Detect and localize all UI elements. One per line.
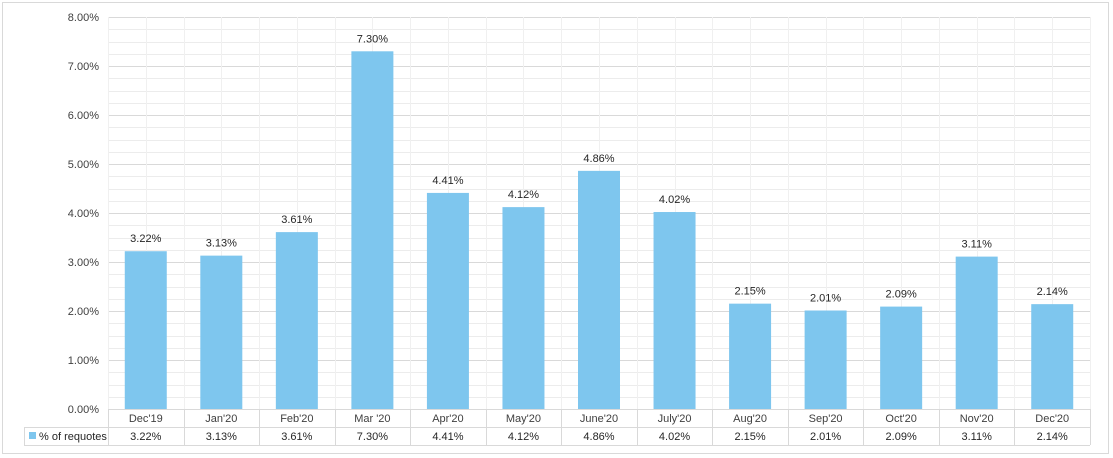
data-label: 3.13% bbox=[206, 238, 237, 250]
data-label: 3.22% bbox=[130, 233, 161, 245]
y-tick-label: 0.00% bbox=[68, 404, 99, 416]
table-value: 3.61% bbox=[281, 431, 312, 443]
x-tick-label: July'20 bbox=[658, 413, 692, 425]
x-tick-label: Sep'20 bbox=[809, 413, 843, 425]
y-tick-label: 8.00% bbox=[68, 12, 99, 24]
x-tick-label: Mar '20 bbox=[354, 413, 390, 425]
y-tick-label: 1.00% bbox=[68, 355, 99, 367]
data-label: 2.09% bbox=[886, 289, 917, 301]
legend-label: % of requotes bbox=[39, 431, 107, 443]
bar bbox=[1031, 304, 1074, 409]
x-tick-label: Dec'19 bbox=[129, 413, 163, 425]
data-label: 3.11% bbox=[962, 239, 993, 251]
bar bbox=[804, 310, 847, 409]
data-label: 7.30% bbox=[357, 33, 388, 45]
bar bbox=[880, 306, 923, 409]
x-tick-label: June'20 bbox=[580, 413, 618, 425]
y-tick-label: 2.00% bbox=[68, 306, 99, 318]
data-label: 2.01% bbox=[810, 293, 841, 305]
legend-key bbox=[29, 432, 36, 439]
bar bbox=[653, 212, 696, 409]
data-label: 4.41% bbox=[432, 175, 463, 187]
data-label: 3.61% bbox=[281, 214, 312, 226]
x-tick-label: Jan'20 bbox=[205, 413, 237, 425]
table-value: 3.13% bbox=[206, 431, 237, 443]
table-value: 3.22% bbox=[130, 431, 161, 443]
table-value: 4.41% bbox=[432, 431, 463, 443]
bar bbox=[124, 251, 167, 409]
bar bbox=[426, 192, 469, 409]
y-tick-label: 7.00% bbox=[68, 61, 99, 73]
y-tick-label: 6.00% bbox=[68, 110, 99, 122]
x-tick-label: Apr'20 bbox=[432, 413, 463, 425]
bar bbox=[578, 170, 620, 409]
x-tick-label: Oct'20 bbox=[885, 413, 916, 425]
bar bbox=[351, 51, 394, 410]
table-value: 2.15% bbox=[734, 431, 765, 443]
x-tick-label: Dec'20 bbox=[1035, 413, 1069, 425]
table-value: 3.11% bbox=[962, 431, 993, 443]
table-value: 7.30% bbox=[357, 431, 388, 443]
bar bbox=[729, 303, 772, 409]
data-label: 2.14% bbox=[1037, 286, 1068, 298]
bar bbox=[502, 207, 545, 409]
y-tick-label: 3.00% bbox=[68, 257, 99, 269]
table-value: 2.14% bbox=[1037, 431, 1068, 443]
y-tick-label: 5.00% bbox=[68, 159, 99, 171]
data-label: 4.12% bbox=[508, 189, 539, 201]
x-tick-label: Nov'20 bbox=[960, 413, 994, 425]
bar bbox=[200, 255, 243, 409]
bar bbox=[275, 232, 318, 409]
x-tick-label: May'20 bbox=[506, 413, 541, 425]
table-value: 4.86% bbox=[583, 431, 614, 443]
table-value: 4.02% bbox=[659, 431, 690, 443]
table-value: 2.09% bbox=[886, 431, 917, 443]
x-tick-label: Aug'20 bbox=[733, 413, 767, 425]
data-label: 2.15% bbox=[734, 286, 765, 298]
table-value: 2.01% bbox=[810, 431, 841, 443]
data-label: 4.02% bbox=[659, 194, 690, 206]
y-tick-label: 4.00% bbox=[68, 208, 99, 220]
data-label: 4.86% bbox=[583, 153, 614, 165]
bar bbox=[955, 256, 998, 409]
table-value: 4.12% bbox=[508, 431, 539, 443]
x-tick-label: Feb'20 bbox=[280, 413, 313, 425]
